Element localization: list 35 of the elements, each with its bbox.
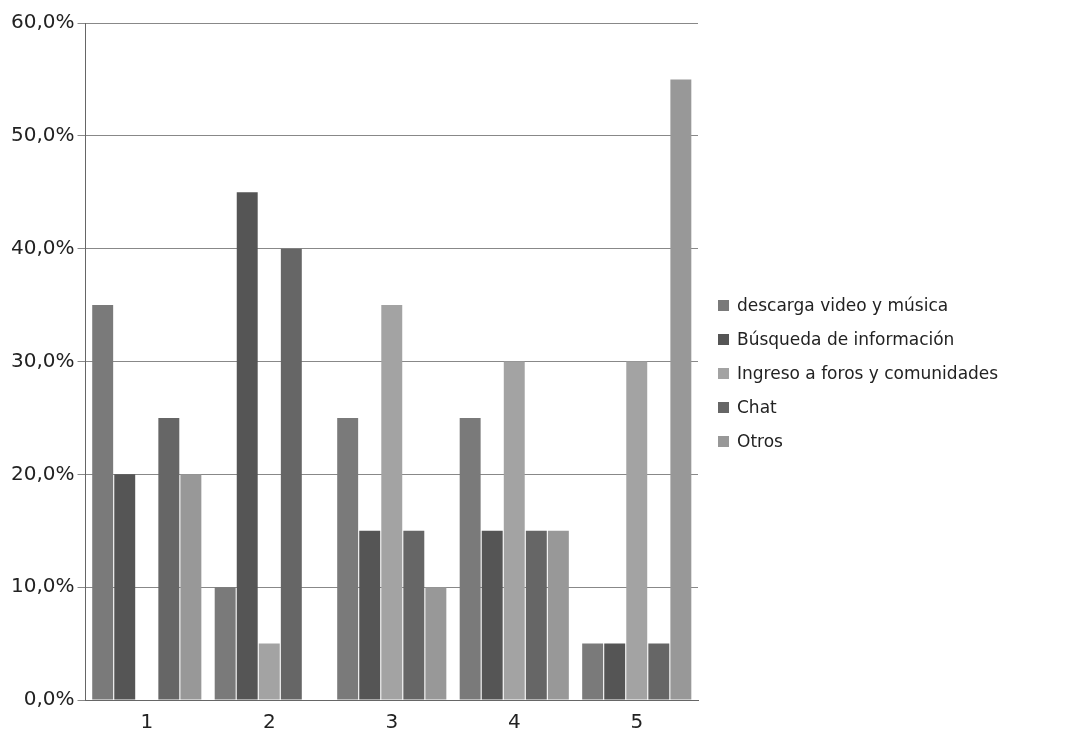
bar	[114, 474, 136, 700]
y-tick-label: 50,0%	[10, 122, 75, 147]
bar	[337, 417, 359, 700]
legend-label: descarga video y música	[737, 295, 949, 315]
bar	[503, 361, 525, 700]
bar	[381, 305, 403, 700]
legend-label: Otros	[737, 431, 783, 451]
bar	[459, 417, 481, 700]
bar	[604, 643, 626, 700]
bar	[359, 530, 381, 700]
bar	[670, 79, 692, 700]
y-tick-label: 0,0%	[23, 686, 75, 711]
bar	[425, 587, 447, 700]
x-tick-label: 3	[385, 709, 399, 734]
x-tick-label: 5	[630, 709, 644, 734]
y-tick-label: 20,0%	[10, 460, 75, 485]
legend-label: Ingreso a foros y comunidades	[737, 363, 999, 383]
y-tick-label: 40,0%	[10, 234, 75, 259]
x-tick-label: 1	[140, 709, 154, 734]
bar	[180, 474, 202, 700]
y-tick-label: 60,0%	[10, 9, 75, 34]
bar	[582, 643, 604, 700]
y-tick-label: 10,0%	[10, 573, 75, 598]
bar	[547, 530, 569, 700]
legend-label: Búsqueda de información	[737, 329, 955, 349]
legend-label: Chat	[737, 397, 777, 417]
bar	[236, 192, 258, 700]
bar	[258, 643, 280, 700]
y-tick-label: 30,0%	[10, 347, 75, 372]
bar	[214, 587, 236, 700]
bar	[626, 361, 648, 700]
bar	[92, 305, 114, 700]
x-tick-label: 4	[507, 709, 521, 734]
x-tick-label: 2	[262, 709, 276, 734]
bar	[481, 530, 503, 700]
